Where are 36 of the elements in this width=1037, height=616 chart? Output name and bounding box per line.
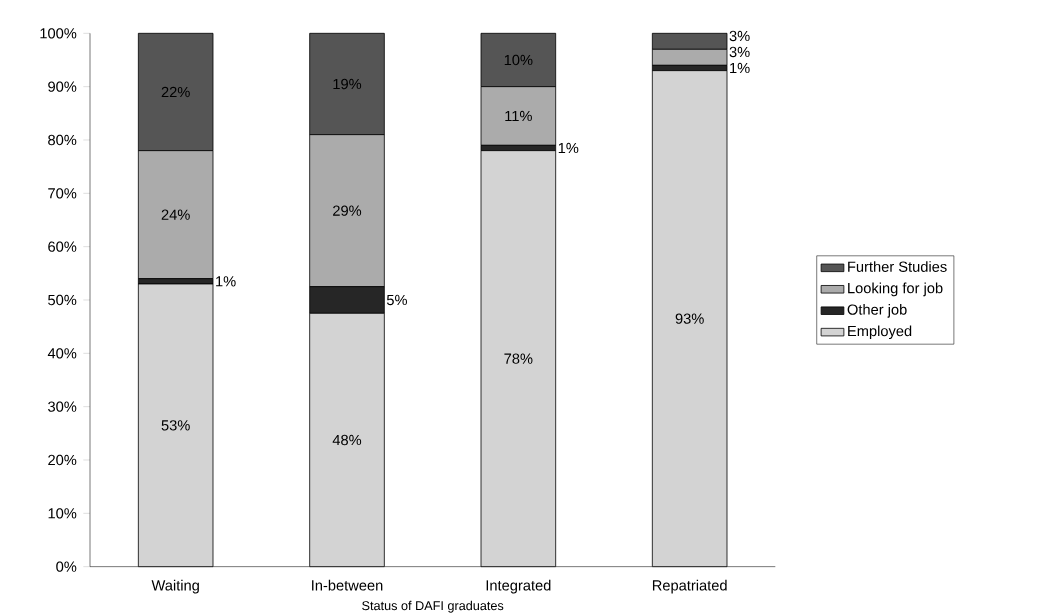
data-label: 5% <box>386 294 407 306</box>
y-tick-label: 50% <box>48 294 77 306</box>
data-label: 3% <box>729 46 750 58</box>
data-label: 1% <box>558 142 579 154</box>
y-tick-label: 10% <box>48 508 77 519</box>
y-tick-label: 100% <box>40 28 77 39</box>
data-label: 22% <box>161 86 190 98</box>
data-label: 24% <box>161 209 190 220</box>
data-label: 1% <box>216 276 236 287</box>
x-tick-label: In-between <box>312 579 383 591</box>
x-tick-label: Waiting <box>151 579 199 594</box>
legend-label: Further Studies <box>848 261 947 272</box>
data-label: 53% <box>161 420 190 431</box>
y-tick-label: 40% <box>47 348 77 359</box>
data-label: 11% <box>505 110 532 122</box>
data-label: 78% <box>504 353 533 364</box>
y-tick-label: 30% <box>48 401 77 412</box>
y-tick-label: 80% <box>48 134 77 146</box>
y-tick-label: 0% <box>56 561 77 572</box>
data-label: 29% <box>333 205 362 216</box>
data-label: 10% <box>504 54 533 66</box>
x-tick-label: Repatriated <box>652 579 727 594</box>
legend-label: Employed <box>848 325 912 340</box>
y-tick-label: 90% <box>48 81 77 92</box>
data-label: 19% <box>333 78 362 90</box>
data-label: 3% <box>729 30 750 42</box>
data-label: 48% <box>332 434 362 446</box>
data-label: 1% <box>730 62 750 74</box>
x-axis-title: Status of DAFI graduates <box>362 600 504 613</box>
legend-label: Other job <box>847 303 907 318</box>
y-tick-label: 60% <box>48 241 77 252</box>
y-tick-label: 20% <box>48 454 77 466</box>
y-tick-label: 70% <box>48 188 77 199</box>
data-label: 93% <box>675 313 704 324</box>
legend-label: Looking for job <box>848 282 943 297</box>
x-tick-label: Integrated <box>486 579 551 594</box>
